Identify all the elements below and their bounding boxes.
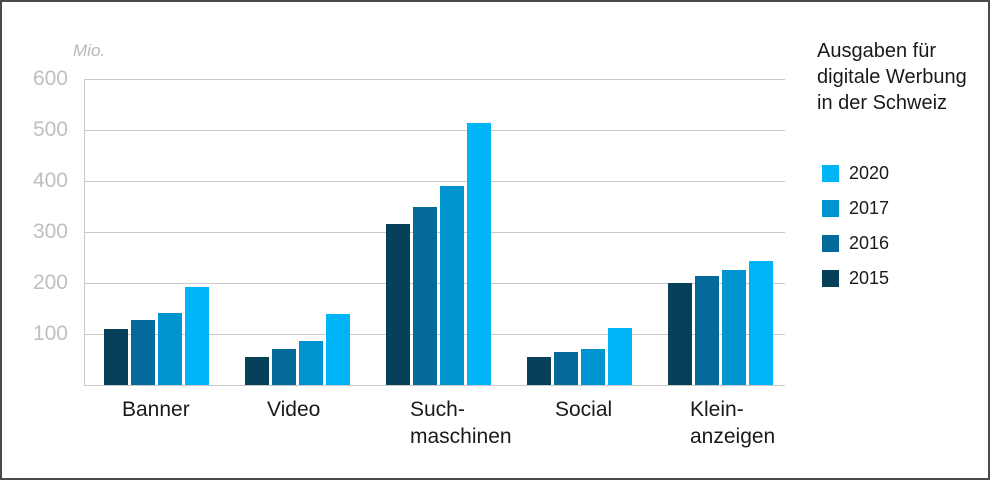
bar-such-2020 — [467, 123, 491, 385]
bar-video-2015 — [245, 357, 269, 385]
bar-video-2017 — [299, 341, 323, 385]
bar-such-2017 — [440, 186, 464, 385]
category-label: Klein- anzeigen — [690, 398, 776, 448]
legend-title-line: digitale Werbung — [817, 66, 967, 88]
y-tick-label: 600 — [32, 67, 68, 90]
legend-title-line: Ausgaben für — [817, 40, 936, 62]
category-label: Video — [267, 398, 321, 421]
y-tick-label: 200 — [32, 271, 68, 294]
bar-klein-2020 — [749, 261, 773, 385]
category-label: Banner — [122, 398, 190, 421]
bar-video-2020 — [326, 314, 350, 385]
y-tick-label: 400 — [32, 169, 68, 192]
bar-such-2015 — [386, 224, 410, 385]
legend-swatch-2020 — [822, 164, 839, 182]
bar-klein-2016 — [695, 276, 719, 385]
legend-swatch-2015 — [822, 269, 839, 287]
gridline — [84, 385, 785, 386]
legend-year-label: 2015 — [849, 267, 890, 288]
legend-item-2016: 2016 — [822, 232, 890, 253]
y-tick-label: 500 — [32, 118, 68, 141]
bar-klein-2015 — [668, 283, 692, 385]
y-tick-label: 100 — [32, 322, 68, 345]
category-label: Social — [555, 398, 613, 421]
bar-banner-2016 — [131, 320, 155, 385]
bar-social-2016 — [554, 352, 578, 385]
legend-swatch-2016 — [822, 234, 839, 252]
bar-banner-2017 — [158, 313, 182, 385]
legend-title-line: in der Schweiz — [817, 92, 948, 114]
legend-items: 2020 2017 2016 2015 — [822, 162, 890, 288]
bar-banner-2020 — [185, 287, 209, 385]
category-label: Such- maschinen — [410, 398, 512, 448]
bar-video-2016 — [272, 349, 296, 385]
bar-social-2020 — [608, 328, 632, 385]
gridline — [84, 79, 785, 80]
y-axis-unit-label: Mio. — [73, 41, 106, 60]
legend-title: Ausgaben für digitale Werbung in der Sch… — [817, 38, 982, 116]
legend-item-2020: 2020 — [822, 162, 890, 183]
gridline — [84, 130, 785, 131]
bar-social-2017 — [581, 349, 605, 385]
gridline — [84, 181, 785, 182]
legend-year-label: 2016 — [849, 232, 890, 253]
legend-year-label: 2020 — [849, 162, 890, 183]
bar-banner-2015 — [104, 329, 128, 385]
y-tick-label: 300 — [32, 220, 68, 243]
legend-year-label: 2017 — [849, 197, 890, 218]
legend-item-2017: 2017 — [822, 197, 890, 218]
legend: Ausgaben für digitale Werbung in der Sch… — [817, 38, 982, 288]
legend-item-2015: 2015 — [822, 267, 890, 288]
bar-klein-2017 — [722, 270, 746, 385]
bar-social-2015 — [527, 357, 551, 385]
legend-swatch-2017 — [822, 199, 839, 217]
bar-such-2016 — [413, 207, 437, 385]
